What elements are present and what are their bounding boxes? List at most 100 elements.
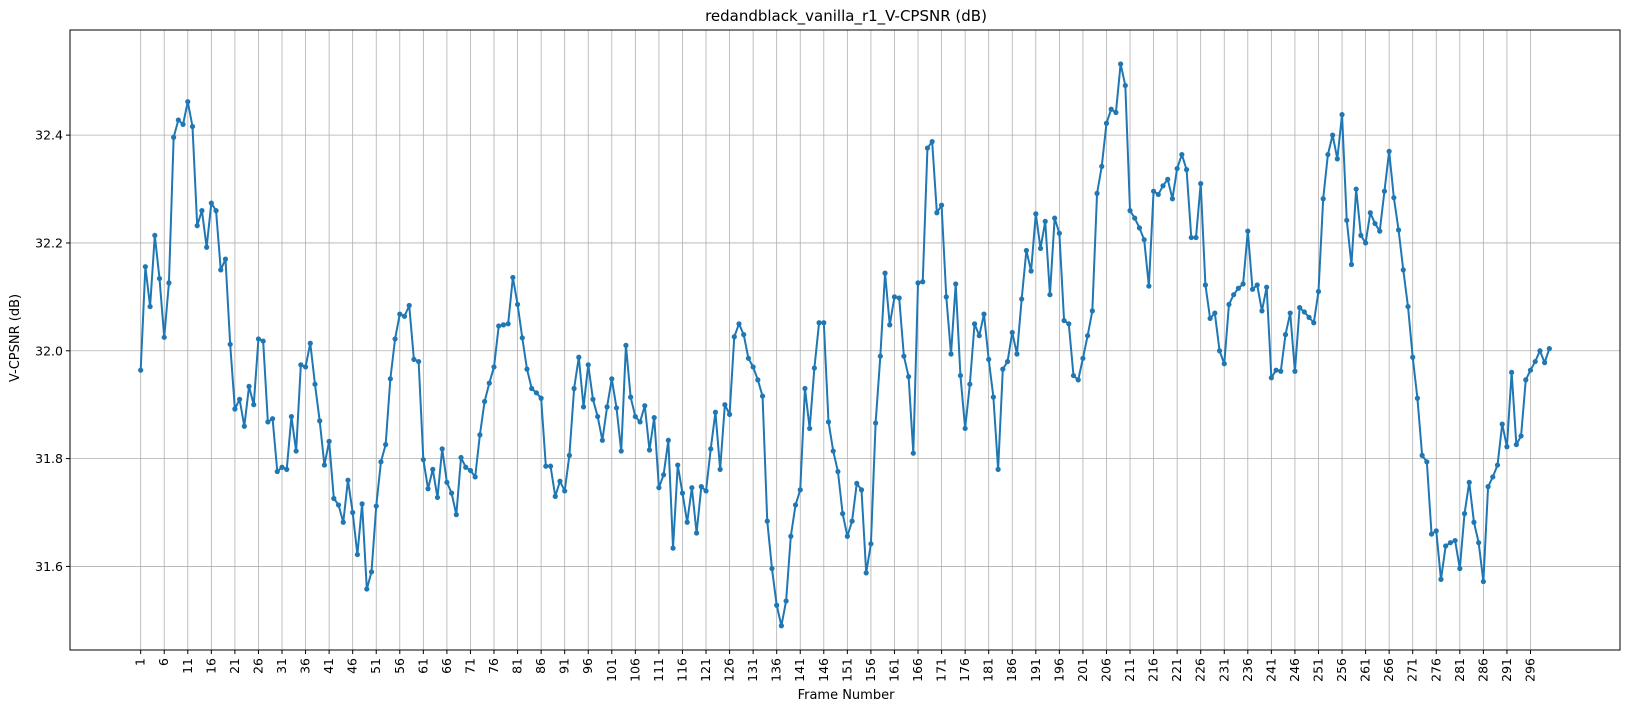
data-point [986,356,992,363]
data-point [901,353,907,359]
data-point [1311,320,1317,326]
data-point [171,134,177,140]
x-tick-label: 6 [156,658,171,666]
data-point [317,418,323,424]
data-point [1103,120,1110,126]
data-point [543,463,549,469]
x-tick-label: 241 [1263,658,1278,682]
data-point [863,570,869,576]
data-point [670,545,676,551]
data-point [750,364,756,370]
data-point [1108,106,1114,112]
data-point [237,396,243,402]
x-tick-label: 76 [486,658,501,674]
chart-title: redandblack_vanilla_r1_V-CPSNR (dB) [705,7,987,26]
data-point [665,437,671,443]
data-point [1146,283,1152,289]
data-point [533,390,540,396]
data-point [557,478,563,484]
data-point [1188,234,1194,241]
data-point [373,503,379,509]
data-point [1273,367,1279,373]
data-point [439,446,445,452]
data-point [552,493,558,499]
data-point [1000,366,1006,372]
x-tick-label: 216 [1146,658,1161,682]
x-tick-label: 96 [580,658,595,674]
data-point [1367,210,1373,216]
data-point [279,464,285,470]
x-tick-label: 176 [957,658,972,682]
data-point [175,117,181,123]
data-point [392,336,398,342]
x-tick-label: 206 [1098,658,1113,682]
data-point [194,223,200,229]
data-point [147,303,153,310]
data-point [1400,267,1406,273]
data-point [368,569,375,575]
data-point [293,448,299,454]
data-point [816,320,822,326]
data-point [288,413,295,420]
data-point [915,280,921,286]
data-point [661,472,667,478]
data-point [1513,441,1519,448]
data-point [981,311,987,317]
data-point [1042,218,1048,224]
data-point [708,446,714,452]
x-tick-label: 46 [345,658,360,674]
data-point [255,336,262,342]
data-point [1433,528,1439,534]
x-tick-label: 121 [698,658,713,682]
data-point [467,467,474,474]
x-tick-label: 166 [910,658,925,682]
data-point [1499,421,1505,427]
x-tick-label: 276 [1428,658,1443,682]
x-tick-label: 196 [1051,658,1066,682]
data-point [580,404,587,410]
data-point [1315,288,1322,295]
data-point [821,320,827,326]
data-point [1395,227,1402,233]
data-point [1334,156,1340,162]
data-point [354,551,360,558]
data-point [406,302,412,309]
data-point [835,468,841,475]
data-point [232,406,238,412]
data-point [656,485,662,491]
x-tick-label: 256 [1334,658,1349,682]
x-tick-label: 31 [274,658,289,674]
data-point [227,341,233,347]
data-point [1089,308,1095,314]
data-point [1452,537,1458,544]
x-tick-label: 41 [321,658,336,674]
data-point [284,466,290,472]
data-point [726,411,733,417]
data-point [1297,305,1303,311]
data-point [1118,61,1124,67]
data-point [1471,519,1477,525]
x-axis-label: Frame Number [798,688,896,703]
data-point [609,376,615,382]
y-axis-label: V-CPSNR (dB) [8,294,23,382]
data-point [576,354,582,360]
data-point [1457,565,1463,572]
data-point [953,281,959,287]
data-point [1518,433,1524,439]
data-point [486,380,492,386]
data-point [1372,220,1378,227]
data-point [1353,186,1359,192]
x-tick-label: 136 [769,658,784,682]
data-point [1490,474,1496,480]
data-point [604,404,610,410]
x-tick-label: 271 [1405,658,1420,682]
data-point [397,311,403,317]
data-point [731,334,737,340]
data-point [514,301,521,308]
data-point [1150,188,1157,194]
x-tick-label: 221 [1169,658,1184,682]
data-point [1226,301,1232,308]
data-point [887,322,893,328]
data-point [1523,377,1529,383]
data-point [976,333,982,339]
